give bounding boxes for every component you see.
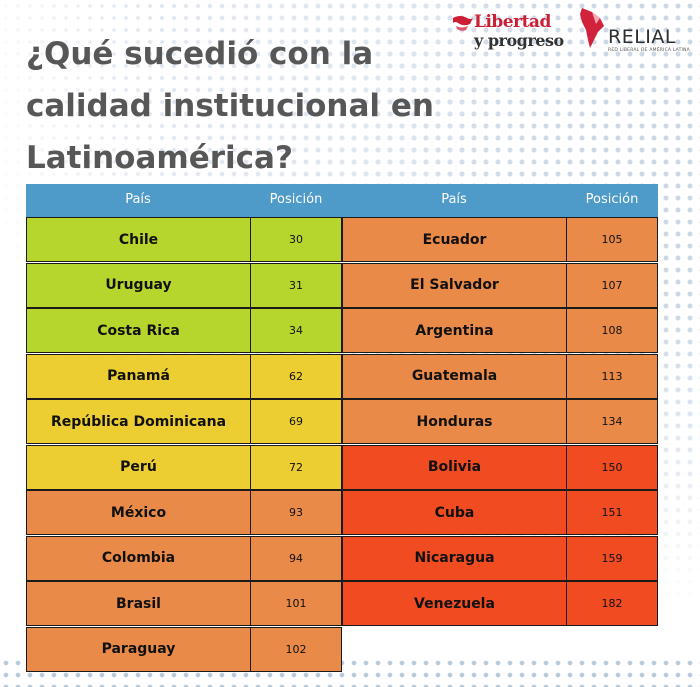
country-cell-left: Paraguay: [26, 626, 251, 672]
position-cell-left: 93: [250, 490, 342, 535]
position-cell-right: 159: [566, 535, 658, 581]
country-cell-left: Costa Rica: [26, 308, 251, 353]
country-cell-right: Ecuador: [342, 217, 567, 262]
position-cell-right: 134: [566, 399, 658, 444]
flag-swoosh-icon: [453, 16, 473, 31]
table-header: País Posición País Posición: [26, 184, 658, 217]
position-cell-right: 150: [566, 444, 658, 490]
libertad-y-progreso-logo: Libertad y progreso: [452, 12, 572, 54]
position-cell-left: 72: [250, 444, 342, 490]
header-country-right: País: [441, 192, 467, 207]
logo-text-libertad: Libertad: [474, 12, 551, 32]
country-cell-left: Colombia: [26, 535, 251, 581]
position-cell-right: 107: [566, 262, 658, 308]
ranking-table: País Posición País Posición Chile 30 Urugu…: [26, 184, 658, 676]
position-cell-left: 102: [250, 626, 342, 672]
country-cell-left: México: [26, 490, 251, 535]
position-cell-right: 151: [566, 490, 658, 535]
position-cell-left: 69: [250, 399, 342, 444]
relial-map-icon: [580, 8, 604, 48]
relial-logo: RELIAL RED LIBERAL DE AMÉRICA LATINA: [578, 6, 694, 56]
position-cell-right: 182: [566, 581, 658, 626]
country-cell-left: República Dominicana: [26, 399, 251, 444]
logo-text-relial-tagline: RED LIBERAL DE AMÉRICA LATINA: [608, 48, 690, 53]
country-cell-right: El Salvador: [342, 262, 567, 308]
country-cell-right: Venezuela: [342, 581, 567, 626]
country-cell-right: Guatemala: [342, 353, 567, 399]
country-cell-left: Panamá: [26, 353, 251, 399]
header-position-left: Posición: [269, 192, 323, 207]
country-cell-right: Argentina: [342, 308, 567, 353]
position-cell-left: 34: [250, 308, 342, 353]
page-title: ¿Qué sucedió con la calidad instituciona…: [26, 36, 434, 176]
header-position-right: Posición: [585, 192, 639, 207]
position-cell-left: 62: [250, 353, 342, 399]
country-cell-left: Chile: [26, 217, 251, 262]
position-cell-right: 108: [566, 308, 658, 353]
country-cell-right: Cuba: [342, 490, 567, 535]
country-cell-right: Bolivia: [342, 444, 567, 490]
position-cell-left: 94: [250, 535, 342, 581]
country-cell-right: Honduras: [342, 399, 567, 444]
country-cell-right: Nicaragua: [342, 535, 567, 581]
country-cell-left: Uruguay: [26, 262, 251, 308]
position-cell-left: 31: [250, 262, 342, 308]
header-country-left: País: [125, 192, 151, 207]
position-cell-right: 113: [566, 353, 658, 399]
country-cell-left: Perú: [26, 444, 251, 490]
position-cell-right: 105: [566, 217, 658, 262]
logo-text-relial: RELIAL: [608, 26, 676, 48]
logo-text-progreso: y progreso: [474, 31, 564, 50]
country-cell-left: Brasil: [26, 581, 251, 626]
position-cell-left: 101: [250, 581, 342, 626]
position-cell-left: 30: [250, 217, 342, 262]
